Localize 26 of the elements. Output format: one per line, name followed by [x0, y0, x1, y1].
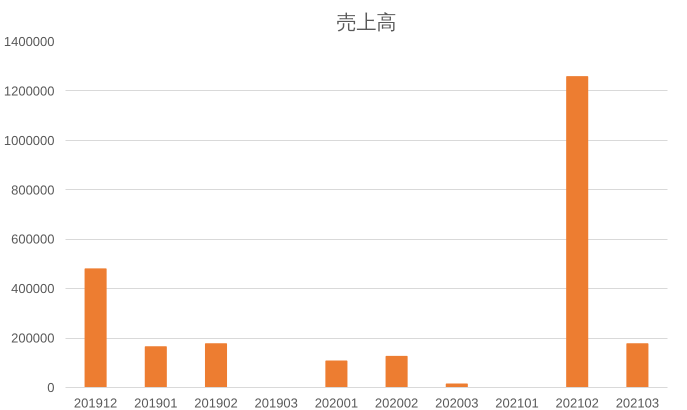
y-tick-label: 400000: [11, 281, 55, 296]
chart-title: 売上高: [336, 10, 396, 34]
x-tick-label: 202103: [616, 396, 660, 410]
bar: [204, 343, 228, 388]
y-tick-label: 0: [47, 380, 55, 395]
y-tick-label: 800000: [11, 182, 55, 198]
x-tick-label: 201902: [194, 396, 238, 410]
bar: [386, 356, 408, 388]
bar: [566, 76, 588, 388]
y-tick-label: 600000: [11, 232, 55, 247]
x-tick-label: 202102: [556, 396, 599, 410]
bar: [84, 268, 107, 388]
y-tick-label: 1200000: [4, 83, 55, 98]
x-tick-label: 201912: [74, 396, 118, 410]
x-tick-label: 201901: [134, 396, 178, 410]
x-tick-label: 201903: [254, 396, 298, 410]
bar: [325, 360, 348, 388]
y-tick-label: 1400000: [4, 34, 55, 49]
x-tick-label: 202003: [435, 396, 478, 410]
y-tick-label: 1000000: [4, 132, 55, 148]
x-tick-label: 202002: [374, 396, 418, 410]
x-tick-label: 202101: [495, 396, 539, 410]
y-tick-label: 200000: [11, 330, 55, 346]
bar: [626, 343, 648, 388]
bar: [144, 346, 167, 388]
x-tick-label: 202001: [314, 396, 358, 410]
